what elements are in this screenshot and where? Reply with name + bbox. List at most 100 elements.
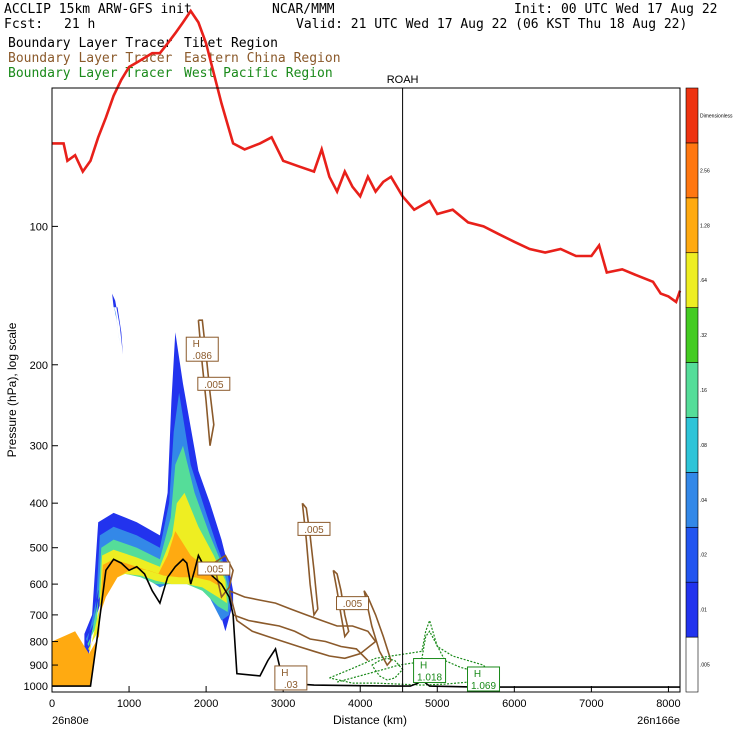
forecast-label: Fcst: <box>4 17 44 32</box>
colorbar-label: .02 <box>700 553 707 559</box>
colorbar-swatch <box>685 472 699 528</box>
y-tick-label: 100 <box>30 221 48 233</box>
contour-label-box <box>336 596 370 611</box>
contour-label-box <box>467 666 501 692</box>
west-pacific-contours <box>329 618 493 686</box>
china-contour-6 <box>213 554 234 599</box>
x-tick-label: 8000 <box>656 698 680 710</box>
china-contour-1 <box>228 589 377 660</box>
center-label: NCAR/MMM <box>272 2 335 17</box>
x-tick-label: 5000 <box>425 698 449 710</box>
tracer-band-4 <box>52 531 224 687</box>
tibet-tracer-shading <box>52 293 234 687</box>
terrain-line <box>52 553 680 688</box>
model-title: ACCLIP 15km ARW-GFS init <box>4 2 192 17</box>
colorbar-swatch <box>685 87 699 144</box>
colorbar-swatch <box>685 636 699 693</box>
colorbar-swatch <box>685 252 699 308</box>
colorbar-label: .04 <box>700 498 707 504</box>
china-contour-3 <box>301 502 319 618</box>
colorbar-swatch <box>685 581 699 638</box>
legend-eastern-china-region: Eastern China Region <box>184 51 341 66</box>
contour-label-box <box>185 336 219 362</box>
contour-label-box <box>413 658 447 684</box>
colorbar-label: .64 <box>700 278 707 284</box>
contour-value-label: .005 <box>204 380 224 391</box>
colorbar-swatch <box>685 526 699 583</box>
right-endpoint: 26n166e <box>637 715 680 727</box>
contour-value-label: 1.069 <box>471 681 496 692</box>
colorbar-label: .16 <box>700 388 707 394</box>
contour-label-box <box>197 376 231 391</box>
tracer-band-3 <box>88 492 227 652</box>
contour-label-box <box>197 561 231 576</box>
colorbar: .005 .01 .02 .04 .08 .16 .32 .64 1.28 2.56 Dimensi… <box>685 87 733 693</box>
contour-value-label: .03 <box>284 680 298 691</box>
y-tick-label: 800 <box>30 637 48 649</box>
legend-west-pacific-name: Boundary Layer Tracer <box>8 66 173 81</box>
contour-value-label: .086 <box>193 351 213 362</box>
x-axis-ticks: 0 1000 2000 3000 4000 5000 6000 7000 8000 <box>49 686 681 710</box>
colorbar-swatch <box>685 417 699 473</box>
pacific-contour-1 <box>336 630 484 683</box>
legend-tibet-name: Boundary Layer Tracer <box>8 36 173 51</box>
plot-frame <box>51 87 681 693</box>
colorbar-label: 2.56 <box>700 168 710 174</box>
china-contour-2 <box>232 614 369 662</box>
y-tick-label: 700 <box>30 610 48 622</box>
contour-value-label: .005 <box>343 599 363 610</box>
colorbar-label: .08 <box>700 443 707 449</box>
colorbar-label: .005 <box>700 663 710 669</box>
contour-high-marker: H <box>474 669 481 680</box>
station-label: ROAH <box>387 74 419 86</box>
tracer-patch <box>112 293 123 355</box>
y-tick-label: 1000 <box>24 681 48 693</box>
y-tick-label: 900 <box>30 660 48 672</box>
contour-high-marker: H <box>281 668 288 679</box>
colorbar-swatch <box>685 197 699 254</box>
contour-high-marker: H <box>420 661 427 672</box>
colorbar-swatch <box>685 142 699 199</box>
x-tick-label: 0 <box>49 698 55 710</box>
contour-label-box <box>297 521 331 536</box>
x-axis-label: Distance (km) <box>333 713 407 727</box>
colorbar-swatch <box>685 307 699 363</box>
valid-time: Valid: 21 UTC Wed 17 Aug 22 (06 KST Thu … <box>296 17 688 32</box>
init-time: Init: 00 UTC Wed 17 Aug 22 <box>514 2 718 17</box>
china-contour-5 <box>363 590 392 667</box>
colorbar-label: 1.28 <box>700 223 710 229</box>
tropopause-line <box>52 8 682 304</box>
colorbar-label: Dimensionless <box>700 113 733 119</box>
colorbar-label: .32 <box>700 333 707 339</box>
contour-label-box <box>274 665 308 691</box>
legend-west-pacific-region: West Pacific Region <box>184 66 333 81</box>
tracer-band-2 <box>87 445 230 647</box>
legend-tibet-region: Tibet Region <box>184 36 278 51</box>
contour-high-marker: H <box>193 339 200 350</box>
x-tick-label: 6000 <box>502 698 526 710</box>
pacific-contour-0 <box>329 618 493 686</box>
x-tick-label: 3000 <box>271 698 295 710</box>
x-tick-label: 2000 <box>194 698 218 710</box>
contour-value-label: .005 <box>304 525 324 536</box>
y-tick-label: 400 <box>30 498 48 510</box>
y-tick-label: 500 <box>30 543 48 555</box>
colorbar-swatch <box>685 362 699 418</box>
y-tick-label: 300 <box>30 441 48 453</box>
y-tick-label: 200 <box>30 360 48 372</box>
left-endpoint: 26n80e <box>52 715 89 727</box>
contour-value-label: 1.018 <box>417 673 442 684</box>
x-tick-label: 1000 <box>117 698 141 710</box>
x-tick-label: 4000 <box>348 698 372 710</box>
y-axis-label: Pressure (hPa), log scale <box>5 322 19 457</box>
tracer-patch-core <box>113 304 120 344</box>
contour-value-label: .005 <box>204 565 224 576</box>
colorbar-label: .01 <box>700 608 707 614</box>
forecast-hour: 21 h <box>64 17 96 32</box>
pacific-contour-2 <box>371 657 404 681</box>
y-axis-ticks: 100 200 300 400 500 600 700 800 900 1000 <box>24 221 58 693</box>
x-tick-label: 7000 <box>579 698 603 710</box>
y-tick-label: 600 <box>30 579 48 591</box>
